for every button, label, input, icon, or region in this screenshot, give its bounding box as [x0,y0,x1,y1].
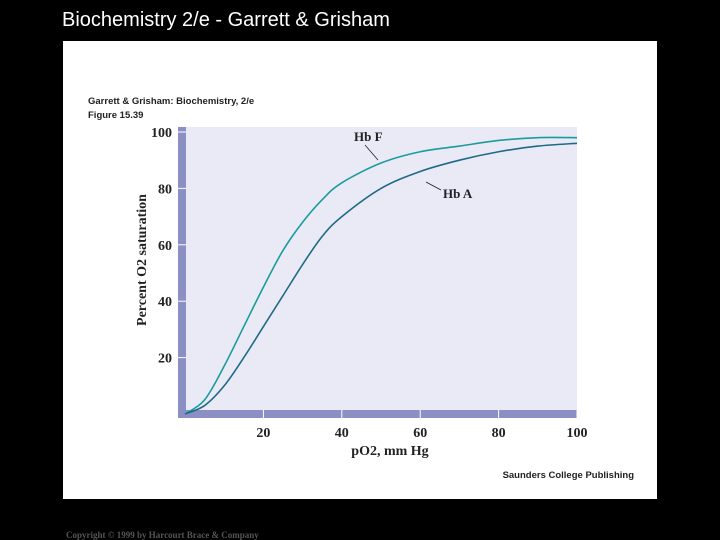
figure-source: Garrett & Grisham: Biochemistry, 2/e [88,96,254,107]
series-label: Hb F [354,129,383,144]
curve [184,142,578,415]
y-tick-label: 20 [158,352,172,367]
label-leader [364,144,379,161]
x-tick-label: 60 [413,426,427,441]
y-tick-label: 40 [158,295,172,310]
slide-title: Biochemistry 2/e - Garrett & Grisham [62,9,390,31]
publisher: Saunders College Publishing [503,470,635,481]
y-tick-label: 60 [158,239,172,254]
copyright: Copyright © 1999 by Harcourt Brace & Com… [66,530,259,540]
series-label: Hb A [443,186,473,201]
y-tick-label: 80 [158,182,172,197]
y-axis-label: Percent O2 saturation [135,194,150,326]
x-tick-label: 100 [567,426,588,441]
x-tick-label: 40 [335,426,349,441]
figure-number: Figure 15.39 [88,110,143,121]
label-leader [425,181,442,191]
x-axis-bar [178,410,577,418]
y-axis-bar [178,127,186,418]
curve [184,136,578,415]
x-tick-label: 20 [256,426,270,441]
x-tick-label: 80 [492,426,506,441]
y-tick-label: 100 [151,126,172,141]
plot-area [185,127,577,412]
x-axis-label: pO2, mm Hg [351,444,428,459]
